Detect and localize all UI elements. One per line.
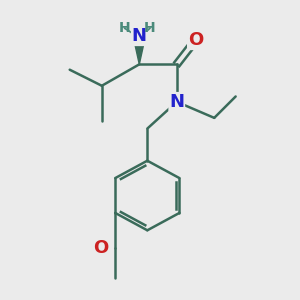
- Text: O: O: [188, 31, 203, 49]
- Text: O: O: [93, 239, 108, 257]
- Text: H: H: [144, 21, 156, 35]
- Text: N: N: [169, 93, 184, 111]
- Text: N: N: [132, 27, 147, 45]
- Polygon shape: [134, 38, 145, 64]
- Text: H: H: [119, 21, 130, 35]
